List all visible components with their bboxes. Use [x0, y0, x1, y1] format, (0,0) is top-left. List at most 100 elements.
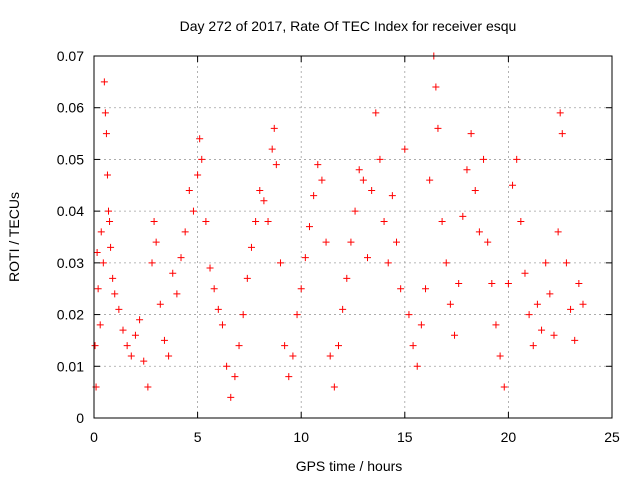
y-tick-label: 0.01: [57, 358, 84, 374]
data-point-marker: [144, 383, 152, 391]
data-point-marker: [247, 243, 255, 251]
x-tick-label: 0: [90, 429, 98, 445]
data-point-marker: [150, 217, 158, 225]
data-point-marker: [136, 316, 144, 324]
data-point-marker: [111, 290, 119, 298]
data-point-marker: [202, 217, 210, 225]
data-point-marker: [330, 383, 338, 391]
data-point-marker: [484, 238, 492, 246]
data-point-marker: [567, 305, 575, 313]
data-point-marker: [322, 238, 330, 246]
data-point-marker: [422, 285, 430, 293]
data-point-marker: [417, 321, 425, 329]
axis-ticks: 0 5 10 15 20 25 0 0.01 0.02 0.03 0.04 0.05 0.06 0.07: [57, 48, 620, 445]
data-point-marker: [401, 145, 409, 153]
data-point-marker: [347, 238, 355, 246]
data-point-marker: [165, 352, 173, 360]
data-markers: [91, 52, 587, 401]
data-point-marker: [355, 166, 363, 174]
data-point-marker: [119, 326, 127, 334]
x-tick-label: 15: [397, 429, 413, 445]
data-point-marker: [96, 321, 104, 329]
y-tick-label: 0.05: [57, 151, 84, 167]
data-point-marker: [446, 300, 454, 308]
data-point-marker: [99, 259, 107, 267]
data-point-marker: [438, 217, 446, 225]
data-point-marker: [115, 305, 123, 313]
data-point-marker: [480, 155, 488, 163]
data-point-marker: [235, 342, 243, 350]
data-point-marker: [218, 321, 226, 329]
data-point-marker: [579, 300, 587, 308]
data-point-marker: [123, 342, 131, 350]
data-point-marker: [285, 373, 293, 381]
data-point-marker: [101, 109, 109, 117]
data-point-marker: [364, 254, 372, 262]
data-point-marker: [359, 176, 367, 184]
data-point-marker: [140, 357, 148, 365]
data-point-marker: [517, 217, 525, 225]
data-point-marker: [293, 311, 301, 319]
data-point-marker: [455, 280, 463, 288]
data-point-marker: [562, 259, 570, 267]
data-point-marker: [260, 197, 268, 205]
data-point-marker: [227, 393, 235, 401]
data-point-marker: [210, 285, 218, 293]
data-point-marker: [297, 285, 305, 293]
data-point-marker: [513, 155, 521, 163]
data-point-marker: [100, 78, 108, 86]
data-point-marker: [127, 352, 135, 360]
data-point-marker: [471, 186, 479, 194]
data-point-marker: [206, 264, 214, 272]
data-point-marker: [343, 274, 351, 282]
data-point-marker: [109, 274, 117, 282]
data-point-marker: [156, 300, 164, 308]
data-point-marker: [131, 331, 139, 339]
data-point-marker: [380, 217, 388, 225]
data-point-marker: [475, 228, 483, 236]
data-point-marker: [169, 269, 177, 277]
x-tick-label: 5: [194, 429, 202, 445]
data-point-marker: [492, 321, 500, 329]
data-point-marker: [185, 186, 193, 194]
data-point-marker: [556, 109, 564, 117]
data-point-marker: [393, 238, 401, 246]
data-point-marker: [105, 207, 113, 215]
data-point-marker: [148, 259, 156, 267]
data-point-marker: [368, 186, 376, 194]
data-point-marker: [301, 254, 309, 262]
data-point-marker: [264, 217, 272, 225]
y-axis-label: ROTI / TECUs: [6, 192, 22, 282]
x-axis-label: GPS time / hours: [296, 458, 403, 474]
data-point-marker: [529, 342, 537, 350]
data-point-marker: [270, 124, 278, 132]
data-point-marker: [339, 305, 347, 313]
data-point-marker: [103, 171, 111, 179]
data-point-marker: [426, 176, 434, 184]
y-tick-label: 0.03: [57, 255, 84, 271]
data-point-marker: [160, 336, 168, 344]
data-point-marker: [318, 176, 326, 184]
data-point-marker: [521, 269, 529, 277]
data-point-marker: [252, 217, 260, 225]
data-point-marker: [281, 342, 289, 350]
data-point-marker: [488, 280, 496, 288]
y-tick-label: 0.07: [57, 48, 84, 64]
data-point-marker: [194, 171, 202, 179]
data-point-marker: [442, 259, 450, 267]
data-point-marker: [223, 362, 231, 370]
data-point-marker: [538, 326, 546, 334]
data-point-marker: [272, 161, 280, 169]
data-point-marker: [276, 259, 284, 267]
y-tick-label: 0.06: [57, 100, 84, 116]
data-point-marker: [372, 109, 380, 117]
data-point-marker: [351, 207, 359, 215]
y-tick-label: 0.04: [57, 203, 84, 219]
data-point-marker: [268, 145, 276, 153]
data-point-marker: [571, 336, 579, 344]
data-point-marker: [198, 155, 206, 163]
x-tick-label: 25: [604, 429, 620, 445]
grid-lines: [94, 56, 612, 418]
data-point-marker: [405, 311, 413, 319]
